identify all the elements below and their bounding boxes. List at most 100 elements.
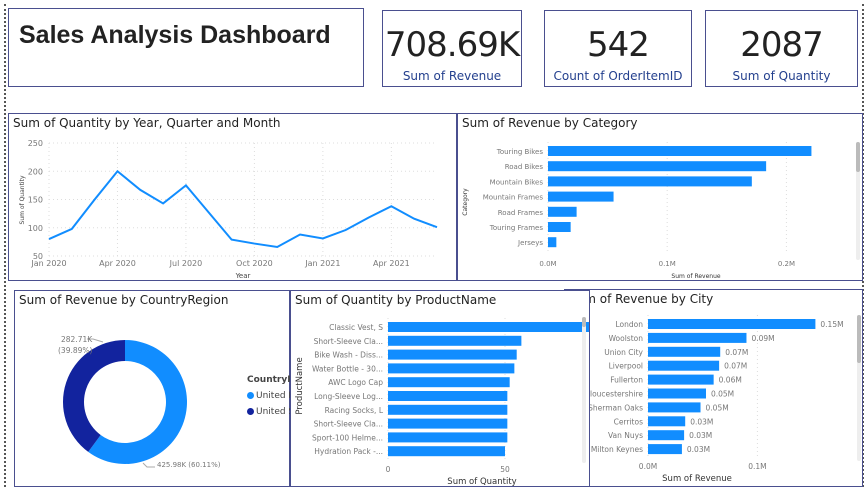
title-card: Sales Analysis Dashboard — [8, 8, 364, 87]
bar — [388, 391, 508, 401]
category-label: London — [616, 320, 644, 329]
x-tick-label: 0.0M — [539, 260, 556, 268]
kpi-order-count[interactable]: 542 Count of OrderItemID — [544, 10, 692, 87]
kpi-value: 2087 — [740, 25, 824, 65]
y-tick-label: 250 — [28, 139, 43, 148]
product-chart-panel[interactable]: Sum of Quantity by ProductName 050100Cla… — [290, 290, 590, 487]
category-label: Touring Frames — [489, 224, 544, 232]
bar — [648, 319, 816, 329]
leader-line — [87, 338, 104, 343]
x-axis-title: Sum of Revenue — [662, 474, 732, 484]
leader-line — [142, 462, 155, 468]
data-label: 282.71K — [61, 335, 93, 344]
legend-label: United States — [256, 407, 303, 417]
category-label: Classic Vest, S — [329, 323, 383, 332]
bar — [388, 418, 508, 429]
x-tick-label: 0.0M — [639, 462, 657, 471]
legend-item-uk[interactable]: United Kingdom — [247, 391, 303, 401]
scrollbar[interactable] — [857, 315, 861, 461]
kpi-quantity[interactable]: 2087 Sum of Quantity — [705, 10, 858, 87]
category-label: Woolston — [609, 334, 644, 343]
category-label: Long-Sleeve Log... — [314, 392, 383, 401]
bar — [388, 432, 508, 443]
kpi-label: Sum of Revenue — [402, 69, 502, 83]
category-chart-panel[interactable]: Sum of Revenue by Category 0.0M 0.1M 0.2M T… — [457, 113, 863, 281]
chart-title: Sum of Quantity by ProductName — [295, 293, 497, 307]
category-label: Jerseys — [517, 239, 543, 247]
x-tick-label: Oct 2020 — [236, 259, 273, 268]
category-label: Sport-100 Helme... — [312, 433, 383, 442]
category-label: Mountain Frames — [483, 194, 544, 202]
y-tick-label: 50 — [33, 252, 43, 261]
y-tick-label: 150 — [28, 196, 43, 205]
bar — [548, 222, 571, 232]
city-chart-panel[interactable]: Sum of Revenue by City 0.0M 0.1M London 0.1… — [564, 289, 863, 487]
legend-dot-icon — [247, 392, 254, 399]
bar — [548, 191, 614, 202]
category-label: Hydration Pack -... — [314, 447, 383, 456]
y-tick-label: 100 — [28, 224, 43, 233]
report-canvas — [4, 4, 864, 487]
data-label: 0.15M — [820, 320, 843, 329]
bar — [548, 237, 557, 248]
dashboard-title: Sales Analysis Dashboard — [19, 21, 331, 49]
x-tick-label: Jan 2020 — [30, 259, 66, 268]
series-line — [48, 169, 438, 248]
line-chart: 50 100 150 200 250 Jan 2020 Apr 2020 Jul 2020 Oc… — [19, 139, 438, 280]
chart-title: Sum of Revenue by Category — [462, 116, 638, 130]
category-bar-chart: 0.0M 0.1M 0.2M Touring Bikes Road Bikes Mount… — [462, 142, 812, 280]
data-label: 0.03M — [690, 417, 713, 426]
bar — [388, 363, 515, 374]
data-label: 0.06M — [719, 376, 742, 385]
chart-title: Sum of Quantity by Year, Quarter and Mon… — [13, 116, 281, 130]
bar — [648, 416, 686, 427]
category-label: Van Nuys — [608, 431, 643, 440]
kpi-value: 708.69K — [384, 25, 520, 65]
x-tick-label: 50 — [500, 465, 510, 474]
x-tick-label: Jan 2021 — [304, 259, 340, 268]
donut-slice — [62, 340, 125, 452]
country-donut-panel[interactable]: Sum of Revenue by CountryRegion 425.98K … — [14, 290, 303, 487]
x-axis-title: Sum of Revenue — [671, 273, 720, 280]
legend-title: CountryRegion — [247, 375, 303, 385]
city-bar-chart: 0.0M 0.1M London 0.15M Woolston 0.09M Union Ci… — [584, 315, 844, 484]
x-axis-title: Sum of Quantity — [447, 477, 516, 486]
y-tick-label: 200 — [28, 167, 43, 176]
data-label: 0.05M — [711, 390, 734, 399]
data-label: 425.98K (60.11%) — [157, 461, 221, 469]
kpi-revenue[interactable]: 708.69K Sum of Revenue — [382, 10, 522, 87]
y-axis-title: Category — [462, 188, 469, 216]
data-label: 0.09M — [751, 334, 774, 343]
bar — [388, 335, 522, 346]
bar — [648, 402, 701, 413]
donut-slice — [88, 340, 187, 464]
category-label: Union City — [604, 348, 643, 357]
legend-item-us[interactable]: United States — [247, 407, 303, 417]
category-label: Liverpool — [609, 362, 643, 371]
line-chart-panel[interactable]: Sum of Quantity by Year, Quarter and Mon… — [8, 113, 457, 281]
bar — [548, 146, 812, 156]
data-label: 0.03M — [689, 431, 712, 440]
scrollbar[interactable] — [856, 142, 860, 260]
scrollbar[interactable] — [582, 317, 586, 463]
kpi-label: Sum of Quantity — [732, 69, 831, 83]
bar — [648, 444, 682, 455]
category-label: AWC Logo Cap — [328, 378, 383, 387]
legend-dot-icon — [247, 408, 254, 415]
bar — [388, 322, 589, 332]
bar — [648, 360, 720, 371]
bar — [648, 388, 706, 399]
category-label: Cerritos — [614, 417, 643, 426]
x-tick-label: Apr 2021 — [373, 259, 410, 268]
category-label: Short-Sleeve Cla... — [314, 420, 383, 429]
donut-chart: 425.98K (60.11%) 282.71K (39.89%) — [58, 335, 221, 469]
x-tick-label: 0.1M — [659, 260, 676, 268]
category-label: Sherman Oaks — [588, 403, 643, 412]
bar — [548, 161, 767, 172]
category-label: Milton Keynes — [591, 445, 643, 454]
bar — [388, 349, 517, 360]
data-label: 0.03M — [687, 445, 710, 454]
category-label: Short-Sleeve Cla... — [314, 337, 383, 346]
category-label: Fullerton — [610, 376, 643, 385]
